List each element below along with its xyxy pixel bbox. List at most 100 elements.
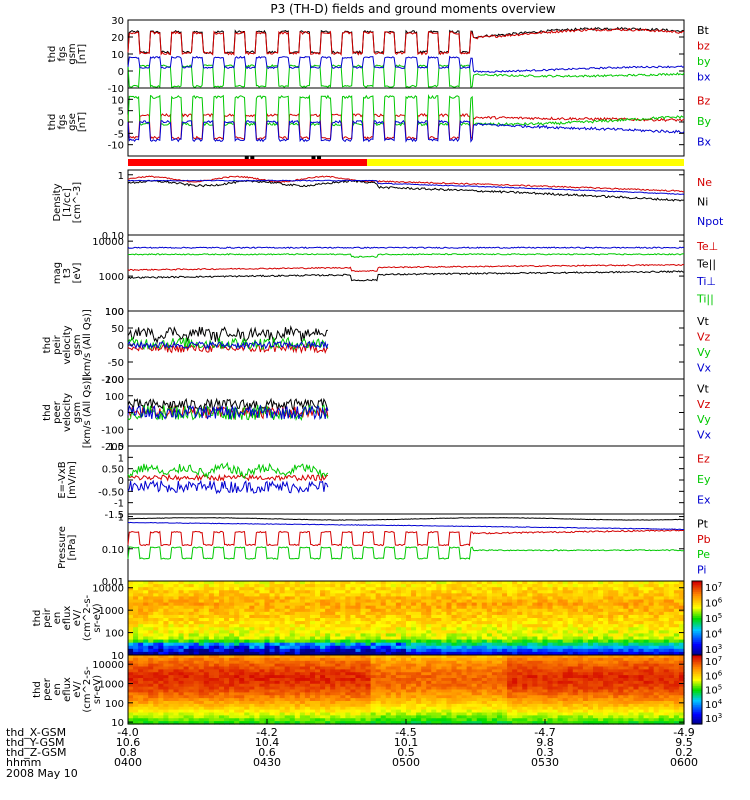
heatmap-cell: [279, 614, 286, 619]
heatmap-cell: [532, 660, 539, 665]
heatmap-cell: [178, 636, 185, 641]
heatmap-cell: [481, 642, 488, 647]
heatmap-cell: [198, 645, 205, 650]
heatmap-cell: [512, 587, 518, 591]
heatmap-cell: [143, 689, 149, 693]
heatmap-cell: [198, 689, 205, 693]
heatmap-cell: [547, 680, 554, 685]
heatmap-cell: [128, 680, 134, 685]
heatmap-cell: [527, 608, 533, 613]
heatmap-cell: [451, 706, 458, 711]
heatmap-cell: [537, 621, 544, 625]
heatmap-cell: [441, 648, 448, 653]
heatmap-cell: [486, 633, 493, 638]
heatmap-cell: [456, 621, 463, 625]
heatmap-cell: [668, 605, 675, 610]
heatmap-cell: [153, 686, 159, 691]
heatmap-cell: [355, 596, 362, 601]
heatmap-cell: [668, 618, 675, 622]
heatmap-cell: [148, 642, 154, 647]
heatmap-cell: [203, 590, 210, 594]
heatmap-cell: [380, 657, 387, 662]
heatmap-cell: [406, 624, 412, 628]
heatmap-cell: [203, 655, 210, 659]
heatmap-cell: [638, 639, 645, 644]
heatmap-cell: [264, 611, 271, 616]
heatmap-cell: [218, 666, 225, 670]
heatmap-cell: [249, 657, 255, 662]
heatmap-cell: [143, 686, 149, 691]
heatmap-cell: [294, 584, 301, 588]
heatmap-cell: [476, 648, 483, 653]
heatmap-cell: [517, 715, 523, 719]
heatmap-cell: [522, 683, 528, 688]
heatmap-cell: [350, 618, 357, 622]
heatmap-cell: [335, 587, 341, 591]
heatmap-cell: [537, 680, 544, 685]
heatmap-cell: [340, 672, 346, 676]
legend-label: by: [697, 55, 711, 68]
heatmap-cell: [451, 692, 458, 696]
heatmap-cell: [375, 590, 382, 594]
heatmap-cell: [603, 587, 609, 591]
heatmap-cell: [582, 618, 589, 622]
heatmap-cell: [309, 675, 316, 679]
heatmap-cell: [133, 602, 139, 607]
heatmap-cell: [178, 630, 185, 635]
heatmap-cell: [446, 715, 453, 719]
heatmap-cell: [653, 614, 660, 619]
heatmap-cell: [345, 596, 351, 601]
heatmap-cell: [451, 581, 458, 585]
heatmap-cell: [370, 605, 377, 610]
heatmap-cell: [421, 596, 427, 601]
heatmap-cell: [163, 721, 170, 725]
heatmap-cell: [264, 593, 271, 598]
heatmap-cell: [158, 695, 164, 699]
heatmap-cell: [133, 660, 139, 665]
heatmap-cell: [547, 692, 554, 696]
heatmap-cell: [330, 624, 336, 628]
heatmap-cell: [547, 581, 554, 585]
heatmap-cell: [451, 701, 458, 705]
heatmap-cell: [466, 669, 473, 673]
heatmap-cell: [532, 642, 539, 647]
heatmap-cell: [299, 663, 306, 668]
heatmap-cell: [304, 672, 311, 676]
heatmap-cell: [547, 630, 554, 635]
heatmap-cell: [193, 669, 200, 673]
legend-label: Pt: [697, 518, 709, 531]
heatmap-cell: [390, 645, 397, 650]
heatmap-cell: [547, 695, 554, 699]
heatmap-cell: [315, 605, 321, 610]
heatmap-cell: [289, 596, 296, 601]
heatmap-peer_spec: [128, 655, 685, 725]
heatmap-cell: [537, 614, 544, 619]
heatmap-cell: [512, 581, 518, 585]
heatmap-cell: [143, 651, 149, 656]
heatmap-cell: [183, 660, 190, 665]
heatmap-cell: [542, 633, 549, 638]
heatmap-cell: [431, 614, 437, 619]
heatmap-cell: [527, 611, 533, 616]
heatmap-cell: [370, 666, 377, 670]
heatmap-cell: [259, 639, 266, 644]
y-label-line: [cm^-3]: [72, 182, 83, 223]
heatmap-cell: [325, 581, 331, 585]
heatmap-cell: [365, 590, 372, 594]
heatmap-cell: [259, 599, 266, 604]
heatmap-cell: [279, 627, 286, 631]
heatmap-cell: [218, 689, 225, 693]
heatmap-cell: [512, 712, 518, 716]
heatmap-cell: [315, 639, 321, 644]
heatmap-cell: [481, 630, 488, 635]
heatmap-cell: [476, 683, 483, 688]
heatmap-cell: [193, 633, 200, 638]
heatmap-cell: [633, 611, 640, 616]
heatmap-cell: [385, 602, 392, 607]
heatmap-cell: [466, 602, 473, 607]
heatmap-cell: [304, 675, 311, 679]
heatmap-cell: [603, 590, 609, 594]
heatmap-cell: [299, 590, 306, 594]
heatmap-cell: [400, 657, 407, 662]
heatmap-cell: [471, 584, 478, 588]
